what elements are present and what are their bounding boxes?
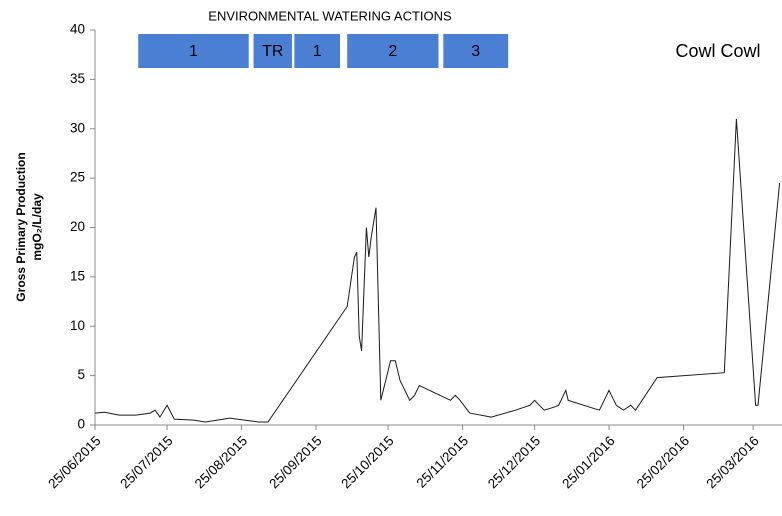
action-label: TR [262,43,283,60]
watering-action [253,34,292,68]
action-label: 3 [471,43,480,60]
y-tick-label: 20 [70,219,85,234]
watering-action [138,34,249,68]
x-tick-label: 25/10/2015 [338,433,396,491]
x-tick-label: 25/01/2016 [559,433,617,491]
y-tick-label: 5 [77,367,85,382]
x-tick-label: 25/06/2015 [45,433,103,491]
y-tick-label: 40 [70,22,85,37]
chart-title: Cowl Cowl [675,41,760,61]
x-tick-label: 25/03/2016 [703,433,761,491]
action-label: 1 [313,43,322,60]
y-axis-label: Gross Primary Production [14,152,28,301]
x-tick-label: 25/12/2015 [485,433,543,491]
watering-action [443,34,509,68]
y-tick-label: 35 [70,71,85,86]
watering-action [294,34,341,68]
actions-title: ENVIRONMENTAL WATERING ACTIONS [208,8,452,23]
x-tick-label: 25/07/2015 [117,433,175,491]
watering-action [347,34,439,68]
y-tick-label: 10 [70,318,85,333]
data-line [94,118,781,423]
action-label: 1 [189,43,198,60]
y-tick-label: 30 [70,120,85,135]
y-axis-label: mgO₂/L/day [30,193,44,261]
y-tick-label: 15 [70,268,85,283]
x-tick-label: 25/02/2016 [634,433,692,491]
x-tick-label: 25/11/2015 [413,433,471,491]
y-tick-label: 25 [70,170,85,185]
action-label: 2 [388,43,397,60]
y-tick-label: 0 [77,417,85,432]
x-tick-label: 25/08/2015 [192,433,250,491]
x-tick-label: 25/09/2015 [266,433,324,491]
